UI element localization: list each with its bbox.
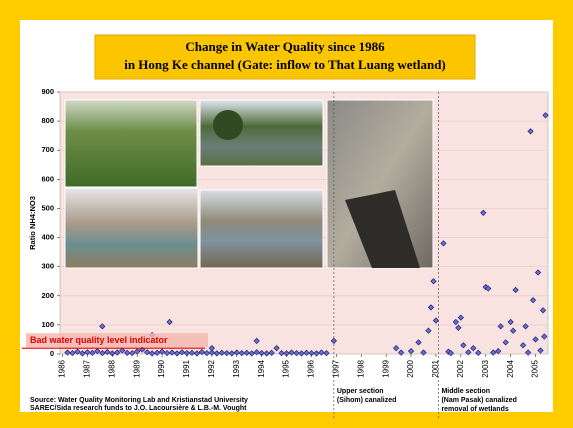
divider-note: removal of wetlands xyxy=(441,406,508,413)
x-tick-label: 2003 xyxy=(481,359,490,377)
x-tick-label: 1998 xyxy=(356,359,365,377)
source-note: SAREC/Sida research funds to J.O. Lacour… xyxy=(30,405,247,412)
divider-note: Middle section xyxy=(441,388,490,395)
x-tick-label: 2000 xyxy=(406,359,415,377)
y-tick-label: 500 xyxy=(41,203,54,212)
x-tick-label: 1994 xyxy=(257,359,266,377)
photo-detail xyxy=(213,110,243,140)
y-tick-label: 700 xyxy=(41,145,54,154)
y-tick-label: 900 xyxy=(41,87,54,96)
chart-title: in Hong Ke channel (Gate: inflow to That… xyxy=(124,57,446,72)
x-tick-label: 1987 xyxy=(82,359,91,377)
indicator-label: Bad water quality level indicator xyxy=(30,335,168,345)
chart-title: Change in Water Quality since 1986 xyxy=(185,39,385,54)
y-tick-label: 0 xyxy=(50,349,54,358)
x-tick-label: 1989 xyxy=(132,359,141,377)
x-tick-label: 1995 xyxy=(282,359,291,377)
x-tick-label: 1996 xyxy=(307,359,316,377)
x-tick-label: 1988 xyxy=(107,359,116,377)
x-tick-label: 1990 xyxy=(157,359,166,377)
photo xyxy=(65,100,197,187)
x-tick-label: 1992 xyxy=(207,359,216,377)
y-tick-label: 400 xyxy=(41,233,54,242)
x-tick-label: 1991 xyxy=(182,359,191,377)
x-tick-label: 1993 xyxy=(232,359,241,377)
photo xyxy=(200,190,323,268)
divider-note: (Sihom) canalized xyxy=(337,397,397,404)
y-tick-label: 200 xyxy=(41,291,54,300)
divider-note: Upper section xyxy=(337,388,384,395)
x-tick-label: 1986 xyxy=(58,359,67,377)
source-note: Source: Water Quality Monitoring Lab and… xyxy=(30,397,248,404)
y-tick-label: 600 xyxy=(41,174,54,183)
x-tick-label: 2002 xyxy=(456,359,465,377)
y-tick-label: 300 xyxy=(41,262,54,271)
x-tick-label: 2004 xyxy=(506,359,515,377)
y-tick-label: 100 xyxy=(41,320,54,329)
chart: Change in Water Quality since 1986 in Ho… xyxy=(0,0,573,428)
y-tick-label: 800 xyxy=(41,116,54,125)
x-tick-label: 1999 xyxy=(381,359,390,377)
x-tick-label: 2005 xyxy=(531,359,540,377)
divider-note: (Nam Pasak) canalized xyxy=(441,397,516,404)
page: {"chart_data": { "type": "scatter", "tit… xyxy=(0,0,573,428)
y-axis-label: Ratio NH4:NO3 xyxy=(28,196,37,250)
photo xyxy=(65,188,198,268)
x-tick-label: 1997 xyxy=(331,359,340,377)
